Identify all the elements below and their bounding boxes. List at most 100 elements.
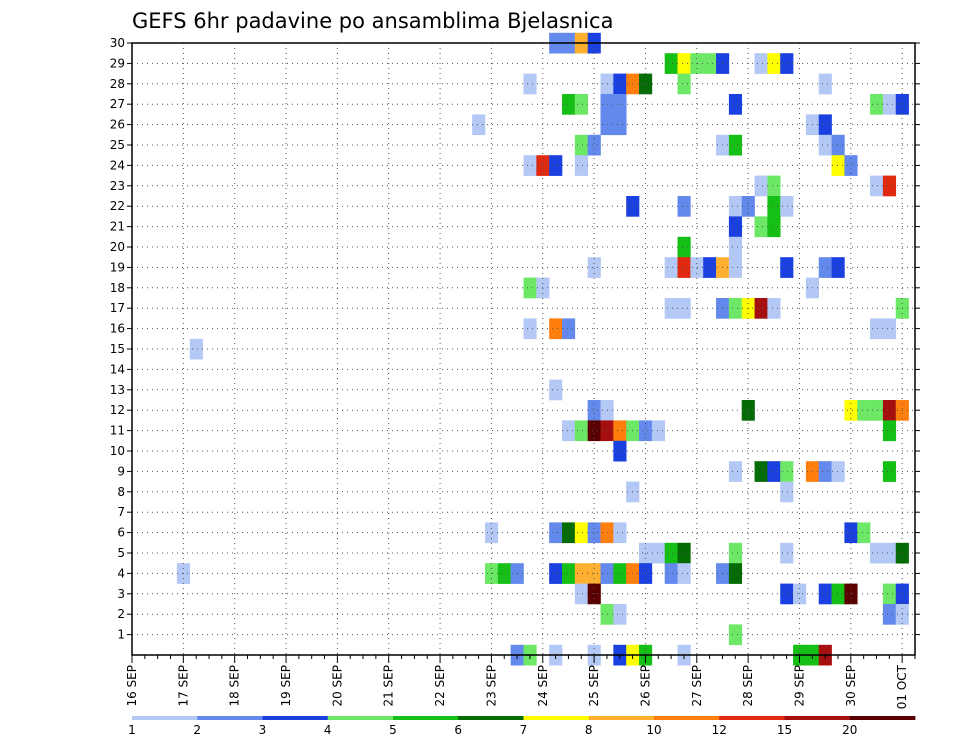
heatmap-cell bbox=[677, 257, 691, 278]
heatmap-cell bbox=[587, 522, 601, 544]
heatmap-cell bbox=[754, 175, 768, 197]
y-tick-label: 20 bbox=[110, 240, 125, 254]
colorbar-tick-label: 12 bbox=[712, 723, 727, 737]
colorbar-segment bbox=[132, 716, 198, 720]
heatmap-cell bbox=[690, 257, 704, 278]
heatmap-cell bbox=[767, 298, 781, 319]
heatmap-cell bbox=[587, 134, 601, 156]
y-tick-label: 14 bbox=[110, 362, 125, 376]
heatmap-cell bbox=[882, 94, 897, 115]
y-tick-label: 16 bbox=[110, 322, 125, 336]
colorbar-tick-label: 6 bbox=[454, 723, 462, 737]
heatmap-cell bbox=[549, 379, 563, 401]
heatmap-cell bbox=[562, 522, 576, 544]
heatmap-cell bbox=[523, 277, 537, 299]
y-tick-label: 19 bbox=[110, 260, 125, 274]
heatmap-cell bbox=[882, 318, 897, 340]
heatmap-cell bbox=[767, 196, 781, 217]
heatmap-cell bbox=[523, 73, 537, 95]
colorbar-tick-label: 2 bbox=[193, 723, 201, 737]
heatmap-cell bbox=[189, 338, 203, 360]
heatmap-cell bbox=[613, 94, 627, 115]
heatmap-cell bbox=[870, 94, 884, 115]
heatmap-cell bbox=[844, 155, 858, 176]
heatmap-cell bbox=[574, 420, 588, 442]
heatmap-cell bbox=[664, 53, 678, 74]
heatmap-cell bbox=[549, 318, 563, 340]
y-tick-label: 13 bbox=[110, 383, 125, 397]
heatmap-cell bbox=[882, 461, 897, 482]
heatmap-cell bbox=[574, 134, 588, 156]
heatmap-cell bbox=[562, 563, 576, 584]
heatmap-cell bbox=[728, 94, 743, 115]
heatmap-cell bbox=[780, 461, 794, 482]
heatmap-cell bbox=[472, 114, 486, 136]
heatmap-cell bbox=[844, 400, 858, 421]
x-tick-label: 25 SEP bbox=[587, 665, 601, 707]
y-tick-label: 26 bbox=[110, 118, 125, 132]
heatmap-cell bbox=[831, 583, 845, 605]
heatmap-cell bbox=[523, 155, 537, 176]
heatmap-cell bbox=[780, 583, 794, 605]
colorbar-tick-label: 7 bbox=[520, 723, 528, 737]
heatmap-cell bbox=[882, 400, 897, 421]
colorbar-tick-label: 20 bbox=[842, 723, 857, 737]
x-tick-label: 23 SEP bbox=[484, 665, 498, 707]
x-tick-label: 29 SEP bbox=[792, 665, 806, 707]
heatmap-cell bbox=[741, 196, 755, 217]
y-tick-label: 30 bbox=[110, 36, 125, 50]
colorbar-segment bbox=[784, 716, 851, 720]
heatmap-cell bbox=[780, 481, 794, 503]
heatmap-cell bbox=[587, 420, 601, 442]
colorbar-segment bbox=[719, 716, 785, 720]
heatmap-cell bbox=[818, 73, 832, 95]
y-tick-label: 28 bbox=[110, 77, 125, 91]
y-tick-label: 6 bbox=[117, 526, 125, 540]
colorbar-tick-label: 5 bbox=[389, 723, 397, 737]
heatmap-cell bbox=[587, 257, 601, 278]
heatmap-cell bbox=[613, 563, 627, 584]
heatmap-cell bbox=[549, 522, 563, 544]
chart-title: GEFS 6hr padavine po ansamblima Bjelasni… bbox=[132, 9, 613, 33]
heatmap-cell bbox=[651, 542, 665, 564]
heatmap-cell bbox=[677, 196, 691, 217]
heatmap-cell bbox=[754, 53, 768, 74]
heatmap-cell bbox=[831, 134, 845, 156]
y-tick-label: 24 bbox=[110, 158, 125, 172]
heatmap-cell bbox=[754, 216, 768, 238]
x-tick-label: 26 SEP bbox=[638, 665, 652, 707]
heatmap-cell bbox=[882, 542, 897, 564]
heatmap-cell bbox=[767, 216, 781, 238]
heatmap-cell bbox=[767, 461, 781, 482]
colorbar-segment bbox=[654, 716, 720, 720]
heatmap-cell bbox=[728, 196, 743, 217]
y-tick-label: 27 bbox=[110, 97, 125, 111]
colorbar-segment bbox=[849, 716, 916, 720]
heatmap-cell bbox=[780, 196, 794, 217]
y-tick-label: 7 bbox=[117, 505, 125, 519]
heatmap-cell bbox=[677, 53, 691, 74]
heatmap-cell bbox=[728, 257, 743, 278]
heatmap-cell bbox=[562, 318, 576, 340]
heatmap-cell bbox=[870, 318, 884, 340]
heatmap-cell bbox=[780, 542, 794, 564]
y-tick-label: 23 bbox=[110, 179, 125, 193]
y-tick-label: 21 bbox=[110, 220, 125, 234]
colorbar-tick-label: 1 bbox=[128, 723, 136, 737]
heatmap-cell bbox=[613, 114, 627, 136]
heatmap-cell bbox=[818, 114, 832, 136]
heatmap-cell bbox=[728, 134, 743, 156]
heatmap-cell bbox=[870, 175, 884, 197]
heatmap-cell bbox=[728, 542, 743, 564]
colorbar-legend: 1 2 3 4 5 6 7 8 10 12 15 20 bbox=[128, 716, 916, 737]
grid-lines bbox=[132, 43, 915, 655]
y-tick-label: 22 bbox=[110, 199, 125, 213]
heatmap-cell bbox=[703, 257, 717, 278]
heatmap-cell bbox=[831, 257, 845, 278]
x-tick-label: 01 OCT bbox=[895, 664, 909, 709]
y-tick-label: 1 bbox=[117, 628, 125, 642]
heatmap-cell bbox=[728, 298, 743, 319]
heatmap-cell bbox=[728, 461, 743, 482]
heatmap-cell bbox=[882, 420, 897, 442]
